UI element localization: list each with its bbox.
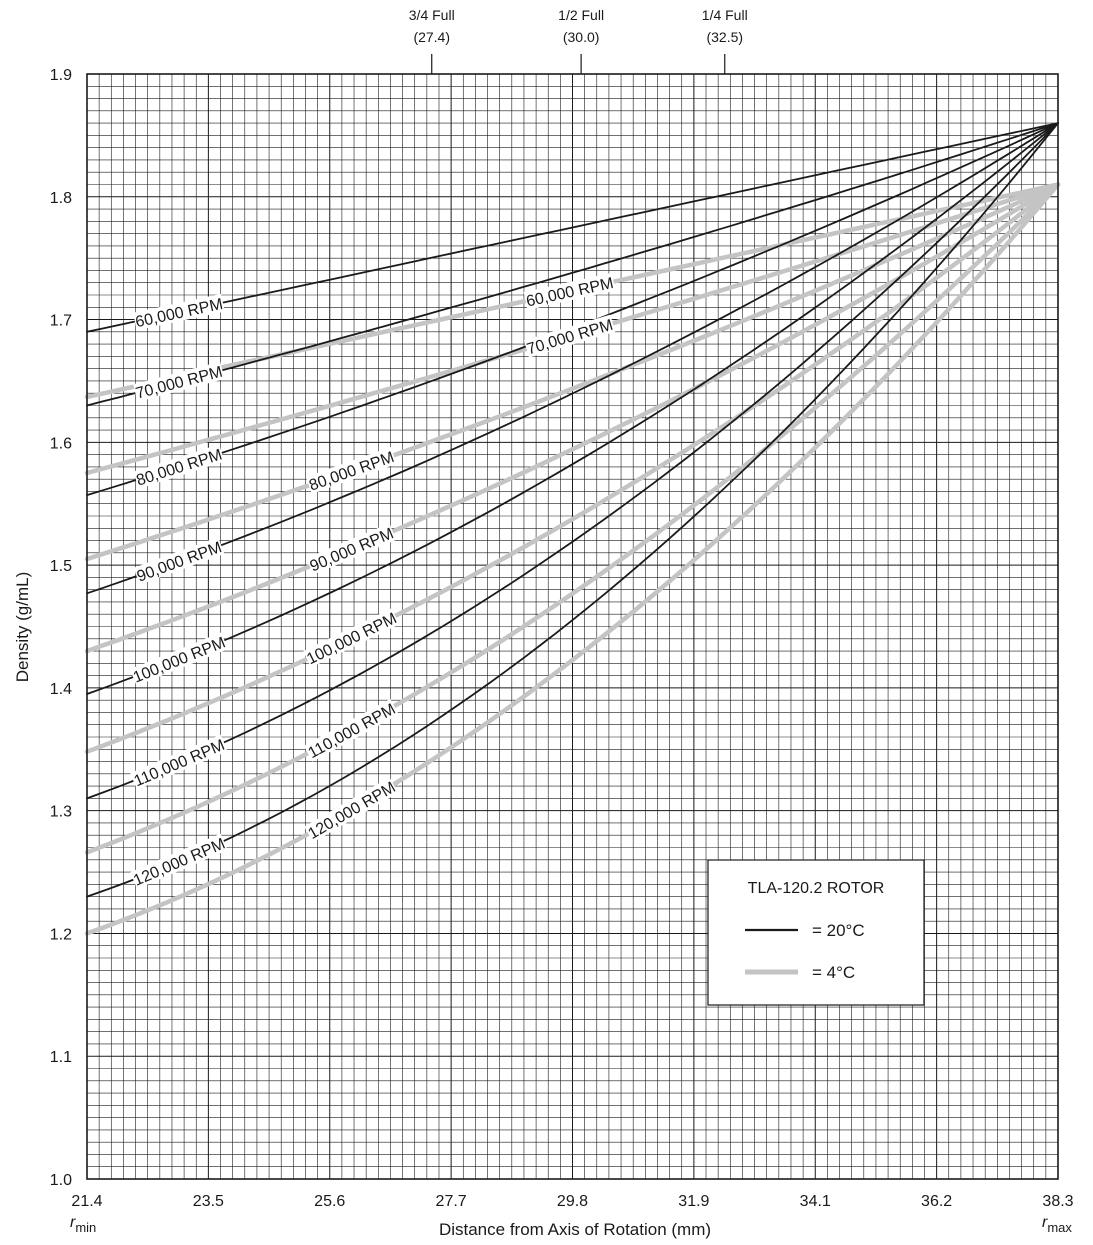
curve-label: 70,000 RPM: [525, 317, 615, 359]
legend-label-4c: = 4°C: [812, 963, 855, 982]
x-axis-label: Distance from Axis of Rotation (mm): [439, 1220, 711, 1239]
x-tick-label: 34.1: [800, 1193, 831, 1210]
curve-label-bg: [130, 734, 228, 790]
curve-label-bg: [305, 446, 397, 494]
curve-label: 90,000 RPM: [135, 539, 224, 586]
curve-label-group: 70,000 RPM: [523, 314, 616, 359]
y-tick-label: 1.8: [50, 190, 72, 207]
curve-label-group: 60,000 RPM: [523, 272, 616, 311]
curve-label-bg: [304, 777, 399, 843]
curve-4c-120000-rpm: [84, 182, 1061, 936]
curve-label-bg: [523, 272, 616, 310]
curve-20c-60000-rpm: [86, 122, 1059, 333]
curve-label-bg: [133, 536, 225, 585]
curve-label-group: 80,000 RPM: [305, 446, 397, 495]
fill-marker-value: (32.5): [706, 29, 743, 45]
curve-label-bg: [129, 632, 228, 686]
curve-label-group: 110,000 RPM: [130, 734, 228, 790]
fill-marker-label: 1/2 Full: [558, 7, 604, 23]
y-tick-label: 1.9: [50, 67, 72, 84]
curve-label-group: 120,000 RPM: [304, 777, 399, 843]
plot-frame: [86, 73, 1059, 1180]
y-tick-label: 1.5: [50, 558, 72, 575]
x-tick-label: 36.2: [921, 1193, 952, 1210]
fill-marker-value: (30.0): [563, 29, 600, 45]
legend-box: [707, 859, 925, 1006]
curve-4c-110000-rpm: [84, 182, 1061, 855]
curve-label-bg: [523, 314, 616, 358]
y-tick-label: 1.2: [50, 926, 72, 943]
grid: [87, 74, 1058, 1179]
curve-label: 60,000 RPM: [525, 275, 616, 311]
curve-label-group: 60,000 RPM: [133, 293, 225, 331]
curve-label-bg: [303, 698, 399, 762]
curve-20c-120000-rpm: [86, 122, 1059, 898]
curve-4c-100000-rpm: [84, 182, 1061, 754]
fill-marker-label: 3/4 Full: [409, 7, 455, 23]
r-min-label: rmin: [70, 1214, 96, 1235]
curve-label-bg: [133, 293, 225, 331]
curve-label-group: 100,000 RPM: [129, 632, 228, 687]
y-tick-label: 1.4: [50, 681, 72, 698]
x-tick-label: 38.3: [1042, 1193, 1073, 1210]
x-tick-label: 25.6: [314, 1193, 345, 1210]
fill-marker-value: (27.4): [413, 29, 450, 45]
y-tick-label: 1.0: [50, 1172, 72, 1189]
x-axis-ticks: 21.4 23.5 25.6 27.7 29.8 31.9 34.1 36.2 38.3: [71, 1193, 1073, 1210]
x-tick-label: 23.5: [193, 1193, 224, 1210]
legend-label-20c: = 20°C: [812, 921, 865, 940]
curve-label-bg: [306, 523, 397, 575]
curve-labels: 60,000 RPM 70,000 RPM 80,000 RPM 90,000 RPM…: [129, 272, 616, 890]
curve-20c-70000-rpm: [86, 122, 1059, 407]
curve-20c-100000-rpm: [86, 122, 1059, 695]
fill-markers: 3/4 Full (27.4) 1/2 Full (30.0) 1/4 Full (32.…: [409, 7, 748, 74]
x-tick-label: 31.9: [678, 1193, 709, 1210]
y-axis-ticks: 1.9 1.8 1.7 1.6 1.5 1.4 1.3 1.2 1.1 1.0: [50, 67, 72, 1189]
x-tick-label: 27.7: [436, 1193, 467, 1210]
curve-20c-90000-rpm: [86, 122, 1059, 595]
x-tick-label: 29.8: [557, 1193, 588, 1210]
curve-20c-110000-rpm: [86, 122, 1059, 800]
curve-4c-80000-rpm: [84, 182, 1061, 562]
y-tick-label: 1.3: [50, 804, 72, 821]
x-tick-label: 21.4: [71, 1193, 102, 1210]
curve-label: 100,000 RPM: [131, 634, 228, 686]
curve-label-bg: [130, 833, 228, 889]
curve-label-bg: [133, 361, 225, 402]
curve-label: 110,000 RPM: [132, 737, 228, 790]
curve-label-bg: [303, 608, 400, 668]
y-tick-label: 1.6: [50, 435, 72, 452]
y-axis-label: Density (g/mL): [13, 572, 32, 683]
legend: TLA-120.2 ROTOR = 20°C = 4°C: [707, 859, 925, 1006]
legend-title: TLA-120.2 ROTOR: [748, 880, 885, 897]
y-tick-label: 1.7: [50, 313, 72, 330]
y-tick-label: 1.1: [50, 1049, 72, 1066]
fill-marker-label: 1/4 Full: [702, 7, 748, 23]
curve-label-bg: [133, 444, 225, 489]
curve-label-group: 90,000 RPM: [133, 536, 225, 586]
r-max-label: rmax: [1042, 1214, 1072, 1235]
curve-label-group: 70,000 RPM: [133, 361, 225, 403]
